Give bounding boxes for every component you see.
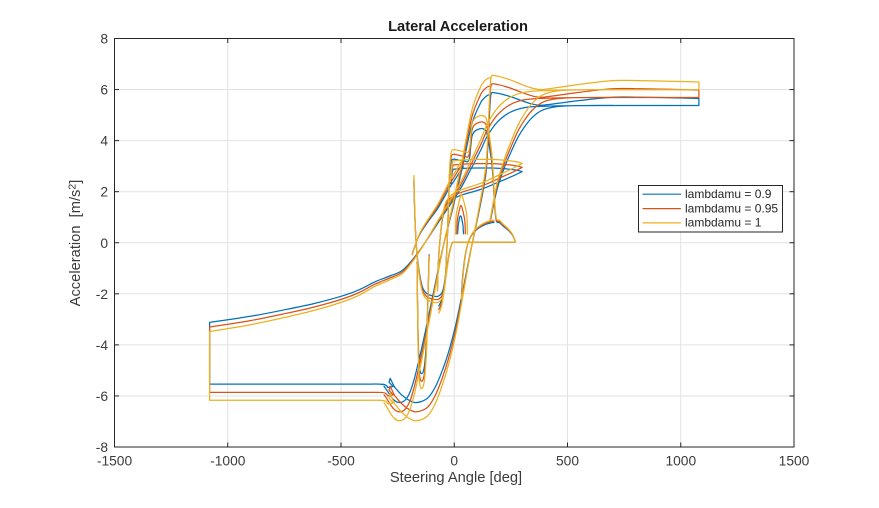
svg-text:1500: 1500 bbox=[779, 454, 810, 469]
svg-text:Lateral Acceleration: Lateral Acceleration bbox=[388, 19, 528, 35]
svg-text:0: 0 bbox=[450, 454, 458, 469]
svg-text:2: 2 bbox=[100, 185, 108, 200]
svg-text:-4: -4 bbox=[96, 338, 109, 353]
svg-text:-1000: -1000 bbox=[210, 454, 246, 469]
svg-text:lambdamu = 0.9: lambdamu = 0.9 bbox=[685, 187, 772, 201]
svg-text:6: 6 bbox=[100, 83, 108, 98]
svg-text:-6: -6 bbox=[96, 389, 109, 404]
svg-text:-1500: -1500 bbox=[97, 454, 133, 469]
svg-text:-8: -8 bbox=[96, 440, 109, 455]
svg-text:1000: 1000 bbox=[665, 454, 696, 469]
svg-text:0: 0 bbox=[100, 236, 108, 251]
svg-text:4: 4 bbox=[100, 134, 108, 149]
svg-text:Acceleration [m/s2]: Acceleration [m/s2] bbox=[67, 180, 85, 307]
svg-text:500: 500 bbox=[556, 454, 579, 469]
svg-text:Steering Angle [deg]: Steering Angle [deg] bbox=[390, 470, 522, 486]
svg-text:-500: -500 bbox=[327, 454, 355, 469]
svg-text:lambdamu = 0.95: lambdamu = 0.95 bbox=[685, 201, 778, 215]
svg-text:lambdamu = 1: lambdamu = 1 bbox=[685, 216, 762, 230]
svg-text:-2: -2 bbox=[96, 287, 108, 302]
svg-text:8: 8 bbox=[100, 32, 108, 47]
